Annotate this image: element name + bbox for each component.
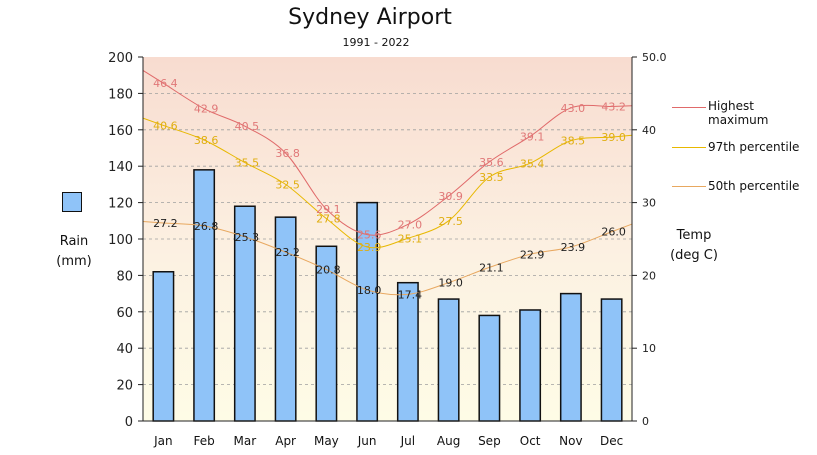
temp-label-line1: Temp [676,228,712,243]
temp-label-line2: (deg C) [670,248,718,263]
data-label: 23.2 [275,246,300,259]
rain-bar [559,292,582,422]
series-line-50th-percentile [142,221,633,296]
data-label: 19.0 [438,277,463,290]
x-tick-label: Feb [194,434,215,448]
left-tick-label: 140 [108,160,133,175]
data-label: 43.0 [561,102,586,115]
x-tick-label: Jun [357,434,377,448]
data-label: 40.6 [153,119,178,132]
chart-subtitle: 1991 - 2022 [342,36,410,49]
legend-label-highest-maximum: Highest maximum [708,99,769,127]
data-label: 27.8 [316,213,341,226]
left-tick-label: 0 [125,415,133,430]
data-label: 25.3 [235,231,260,244]
rain-bar [396,281,419,422]
rain-label-line1: Rain [59,234,89,249]
data-label: 33.5 [479,171,504,184]
x-tick-label: Aug [437,434,460,448]
series-line-97th-percentile [142,117,633,249]
x-tick-label: Oct [520,434,541,448]
temp-axis-label: Temp (deg C) [664,226,724,266]
rain-bar [600,298,623,422]
left-tick-label: 200 [108,51,133,66]
data-label: 27.2 [153,217,178,230]
rain-axis-label: Rain (mm) [46,232,102,272]
left-tick-label: 100 [108,233,133,248]
data-label: 39.0 [601,131,626,144]
data-label: 35.5 [235,157,260,170]
data-label: 40.5 [235,120,260,133]
left-tick-label: 20 [116,379,133,394]
x-tick-label: Jan [153,434,173,448]
data-label: 46.4 [153,77,178,90]
x-tick-label: May [314,434,339,448]
rain-bar [478,314,501,422]
right-tick-label: 10 [642,342,656,355]
data-label: 38.6 [194,134,219,147]
data-label: 32.5 [275,178,300,191]
rain-bar [152,271,175,422]
series-line-highest-maximum [142,70,633,236]
right-tick-label: 50.0 [642,51,667,64]
data-label: 27.5 [438,215,463,228]
chart-title: Sydney Airport [288,5,452,30]
data-label: 18.0 [357,284,382,297]
left-tick-label: 60 [116,306,133,321]
x-tick-label: Mar [234,434,257,448]
data-label: 17.4 [398,288,423,301]
left-tick-label: 120 [108,197,133,212]
right-tick-label: 40 [642,124,656,137]
legend-line-97th-percentile [672,147,706,148]
data-label: 35.4 [520,157,545,170]
data-label: 39.1 [520,130,545,143]
data-label: 21.1 [479,261,504,274]
data-label: 36.8 [275,147,300,160]
data-label: 23.9 [357,241,382,254]
data-label: 25.6 [357,229,382,242]
x-tick-label: Dec [600,434,623,448]
data-label: 23.9 [561,241,586,254]
data-label: 26.8 [194,220,219,233]
legend-label-50th-percentile: 50th percentile [708,179,800,193]
rain-legend-swatch-area [52,192,92,230]
legend-line-highest-maximum [672,107,706,108]
data-label: 29.1 [316,203,341,216]
x-tick-label: Sep [478,434,501,448]
legend-line-50th-percentile [672,186,706,187]
rain-bar [193,169,216,422]
data-label: 25.1 [398,232,423,245]
data-label: 35.6 [479,156,504,169]
rain-bar [437,298,460,422]
data-label: 27.0 [398,218,423,231]
rain-legend-swatch [62,192,82,212]
rain-bar [519,309,542,422]
left-tick-label: 160 [108,124,133,139]
legend-label-97th-percentile: 97th percentile [708,140,800,154]
left-tick-label: 40 [116,342,133,357]
x-tick-label: Jul [400,434,415,448]
data-label: 22.9 [520,248,545,261]
right-tick-label: 0 [642,415,649,428]
data-label: 30.9 [438,190,463,203]
left-tick-label: 180 [108,87,133,102]
right-tick-label: 30 [642,197,656,210]
data-label: 38.5 [561,135,586,148]
x-tick-label: Nov [559,434,582,448]
x-tick-label: Apr [275,434,296,448]
data-label: 43.2 [601,101,626,114]
data-label: 26.0 [601,226,626,239]
left-tick-label: 80 [116,269,133,284]
right-tick-label: 20 [642,269,656,282]
data-label: 20.8 [316,264,341,277]
rain-label-line2: (mm) [56,254,92,269]
data-label: 42.9 [194,103,219,116]
